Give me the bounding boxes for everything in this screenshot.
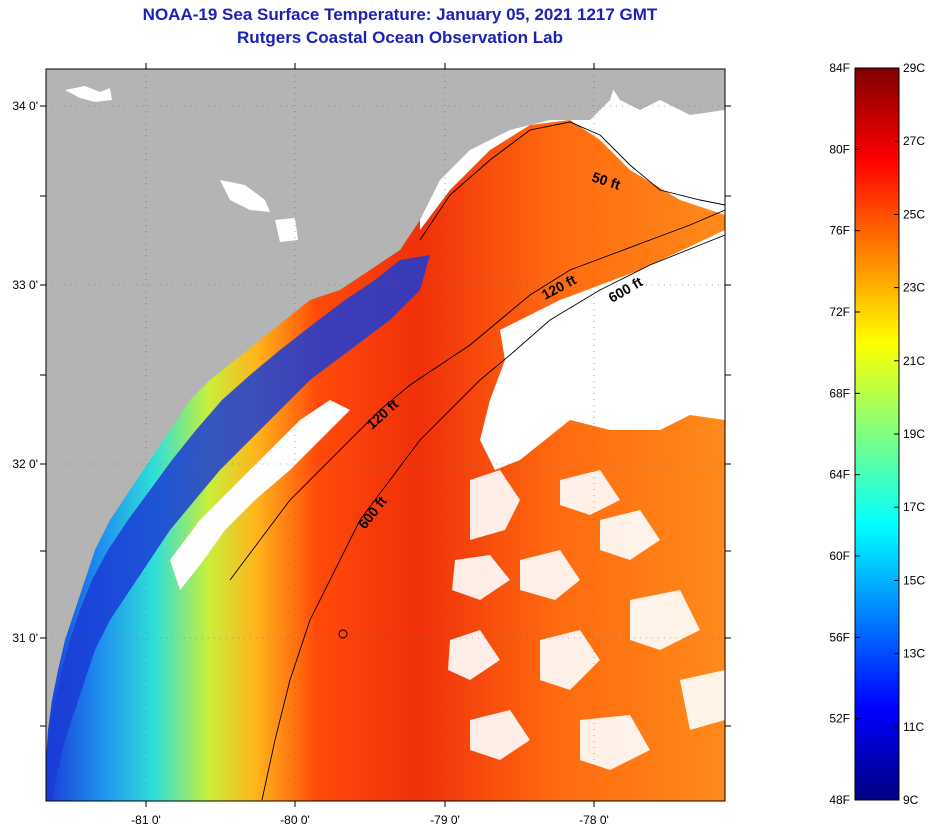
shelf-cloud [170, 400, 350, 590]
x-tick-label: -81 0' [131, 813, 161, 827]
colorbar-f-label: 52F [829, 712, 850, 726]
colorbar-f-label: 68F [829, 386, 850, 400]
graticule [46, 69, 725, 801]
colorbar-f-label: 48F [829, 793, 850, 807]
colorbar-f-label: 80F [829, 142, 850, 156]
coastal-cold-band [46, 255, 430, 800]
cloud-patches [448, 470, 725, 770]
x-tick-label: -78 0' [579, 813, 609, 827]
contour-120ft [229, 209, 725, 581]
colorbar-c-label: 21C [903, 354, 925, 368]
frame-ticks [40, 63, 731, 807]
colorbar-labels: 84F 80F 76F 72F 68F 64F 60F 56F 52F 48F 29C 27C 25C 2… [829, 61, 925, 807]
colorbar-c-label: 23C [903, 281, 925, 295]
colorbar-c-label: 27C [903, 134, 925, 148]
colorbar-c-label: 13C [903, 647, 925, 661]
cloud-cover [480, 230, 725, 470]
colorbar-c-label: 11C [903, 720, 924, 734]
contour-600ft [261, 234, 725, 801]
colorbar-c-label: 17C [903, 500, 925, 514]
colorbar-c-label: 25C [903, 207, 925, 221]
inland-lakes [65, 86, 298, 242]
seamount-marker [338, 629, 348, 639]
colorbar-c-label: 19C [903, 427, 925, 441]
y-tick-label: 32 0' [12, 457, 38, 471]
land-northeast [600, 69, 725, 115]
contour-50ft [419, 121, 725, 241]
y-tick-label: 31 0' [12, 631, 38, 645]
colorbar-f-label: 84F [829, 61, 850, 75]
y-tick-label: 34 0' [12, 99, 38, 113]
colorbar-c-label: 15C [903, 573, 925, 587]
map-title: NOAA-19 Sea Surface Temperature: January… [142, 5, 658, 24]
map-subtitle: Rutgers Coastal Ocean Observation Lab [237, 28, 563, 47]
map-frame [45, 68, 726, 802]
northern-shelf-white [420, 69, 725, 230]
colorbar-c-label: 9C [903, 793, 919, 807]
x-tick-label: -79 0' [430, 813, 460, 827]
colorbar-f-label: 72F [829, 305, 850, 319]
map-plot-area: 50 ft 120 ft 600 ft 120 ft 600 ft [46, 69, 725, 801]
colorbar-f-label: 64F [829, 468, 850, 482]
y-tick-label: 33 0' [12, 278, 38, 292]
colorbar-ticks [855, 67, 899, 801]
colorbar-f-label: 56F [829, 630, 850, 644]
colorbar-c-label: 29C [903, 61, 925, 75]
colorbar [854, 67, 900, 801]
x-tick-label: -80 0' [280, 813, 310, 827]
colorbar-f-label: 60F [829, 549, 850, 563]
land-mass [46, 69, 620, 760]
colorbar-f-label: 76F [829, 224, 850, 238]
